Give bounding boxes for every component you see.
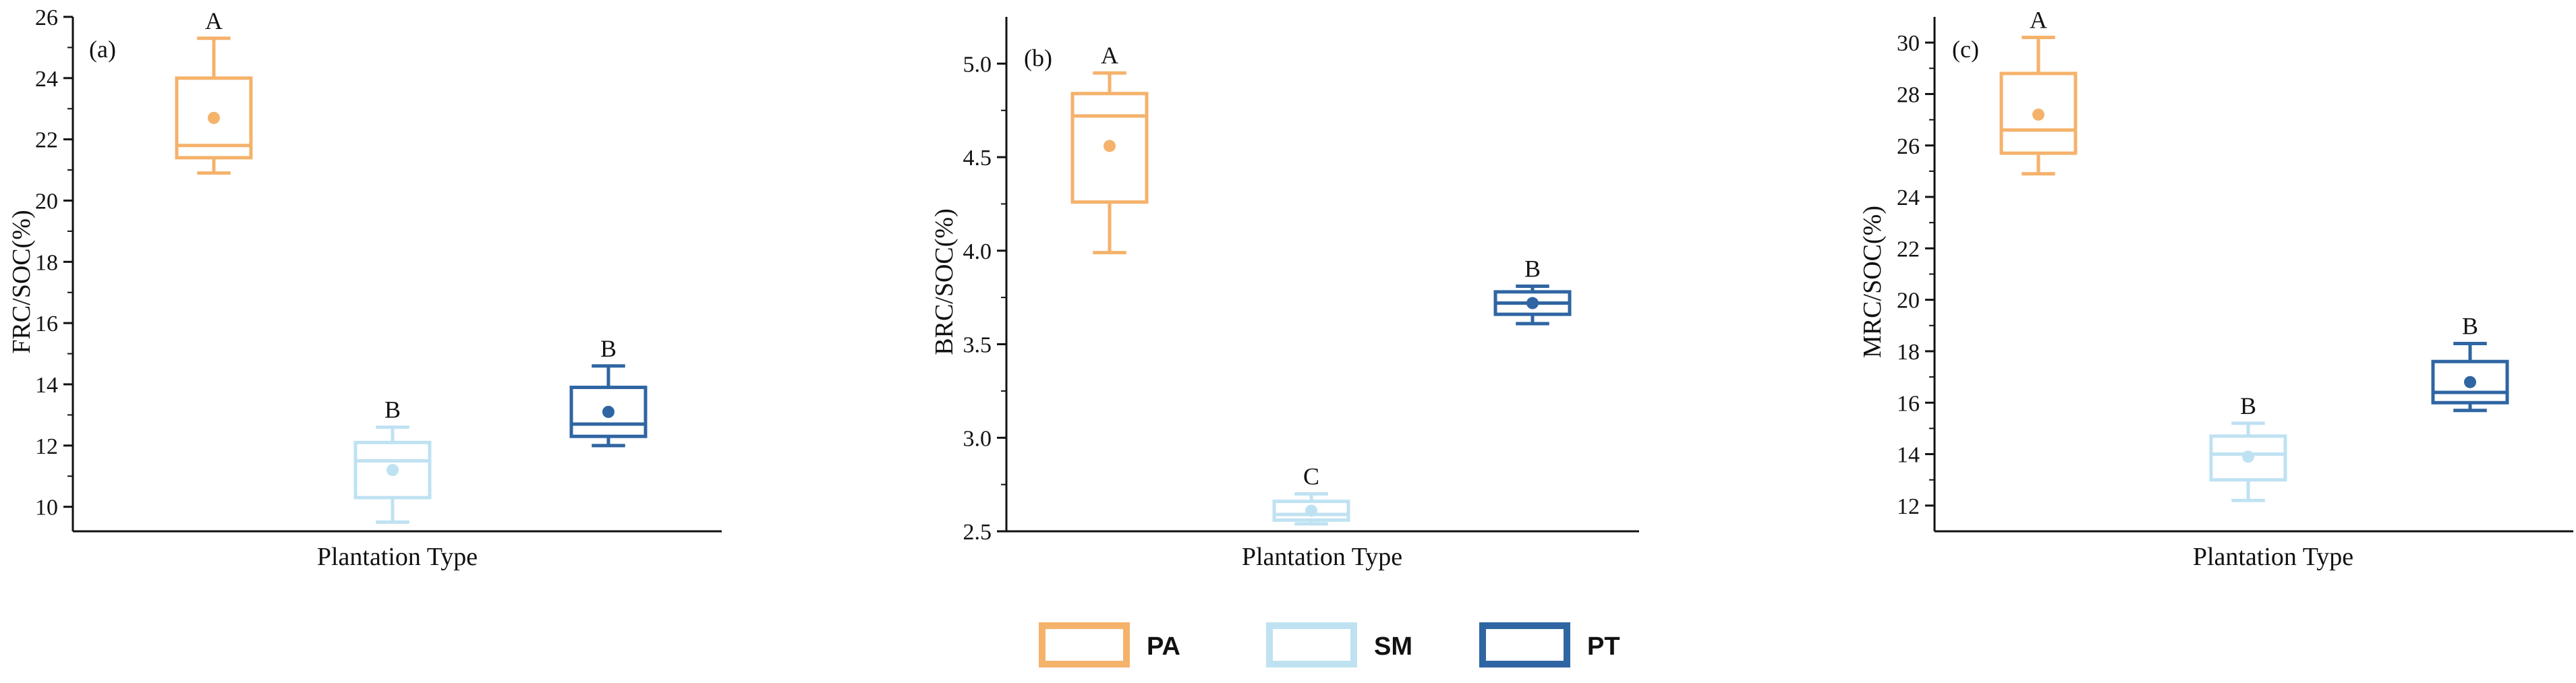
panel-a-sm-mean-point xyxy=(387,464,399,477)
panel-a-y-tick-label: 14 xyxy=(35,373,58,398)
panel-b-label: (b) xyxy=(1024,44,1052,71)
panel-b-pa-significance-letter: A xyxy=(1101,42,1118,69)
panel-b-pt-mean-point xyxy=(1526,297,1539,309)
panel-b-y-tick-label: 4.5 xyxy=(963,146,992,171)
panel-a-pa-significance-letter: A xyxy=(205,7,223,34)
panel-c-y-tick-label: 20 xyxy=(1897,289,1920,314)
legend-label-pt: PT xyxy=(1587,632,1620,661)
panel-c-y-tick-label: 24 xyxy=(1897,185,1920,210)
panel-c-label: (c) xyxy=(1952,36,1979,63)
panel-b-pt-significance-letter: B xyxy=(1524,256,1541,283)
panel-c-y-tick-label: 18 xyxy=(1897,340,1920,365)
panel-a-y-tick-label: 18 xyxy=(35,250,58,275)
panel-a-xlabel: Plantation Type xyxy=(317,543,478,571)
panel-a-y-tick-label: 20 xyxy=(35,189,58,214)
panel-c-y-tick-label: 22 xyxy=(1897,237,1920,262)
panel-c-y-tick-label: 28 xyxy=(1897,82,1920,107)
panel-c-ylabel: MRC/SOC(%) xyxy=(1858,206,1887,358)
panel-c-plot: 12 14 16 18 20 22 24 26 28 30 A B B xyxy=(1897,7,2573,533)
panel-c-y-tick-label: 12 xyxy=(1897,494,1920,519)
panel-a-ylabel: FRC/SOC(%) xyxy=(7,210,36,353)
panel-c-sm-significance-letter: B xyxy=(2240,392,2256,419)
panel-b-plot: 2.5 3.0 3.5 4.0 4.5 5.0 A C B xyxy=(963,17,1639,545)
panel-c-y-tick-label: 26 xyxy=(1897,134,1920,159)
legend-label-sm: SM xyxy=(1374,632,1412,661)
panel-a-y-tick-label: 16 xyxy=(35,311,58,336)
panel-b-y-tick-label: 3.0 xyxy=(963,426,992,451)
panel-a-label: (a) xyxy=(89,36,116,63)
panel-b-ylabel: BRC/SOC(%) xyxy=(930,208,958,355)
panel-a-y-tick-label: 22 xyxy=(35,128,58,153)
legend: PA SM PT xyxy=(1039,622,1620,667)
panel-c-y-tick-label: 30 xyxy=(1897,31,1920,56)
legend-swatch-pt xyxy=(1479,622,1570,667)
panel-b-pa-mean-point xyxy=(1104,140,1116,152)
panel-c-y-tick-label: 16 xyxy=(1897,391,1920,416)
panel-a-y-tick-label: 12 xyxy=(35,434,58,459)
panel-a-pt-significance-letter: B xyxy=(600,335,617,362)
legend-swatch-sm xyxy=(1266,622,1357,667)
panel-c-pa-significance-letter: A xyxy=(2030,7,2047,34)
panel-a-y-tick-label: 10 xyxy=(35,496,58,521)
panel-a-sm-significance-letter: B xyxy=(384,396,401,423)
panel-a-pt-mean-point xyxy=(602,405,614,418)
panel-b-y-tick-label: 4.0 xyxy=(963,239,992,264)
panel-c-pa-mean-point xyxy=(2032,108,2044,121)
panel-b-y-tick-label: 3.5 xyxy=(963,333,992,358)
panel-a-y-tick-label: 26 xyxy=(35,5,58,30)
panel-b-xlabel: Plantation Type xyxy=(1242,543,1402,571)
panel-a-y-tick-label: 24 xyxy=(35,67,58,92)
panel-b-sm-significance-letter: C xyxy=(1303,463,1319,490)
panel-a-plot: 10 12 14 16 18 20 22 24 26 A B B xyxy=(35,5,722,533)
panel-c-pt-significance-letter: B xyxy=(2462,313,2478,340)
panel-c-y-tick-label: 14 xyxy=(1897,443,1920,468)
legend-label-pa: PA xyxy=(1147,632,1180,661)
panel-b-sm-mean-point xyxy=(1305,504,1317,517)
panel-b-y-tick-label: 5.0 xyxy=(963,52,992,77)
panel-c-sm-mean-point xyxy=(2242,450,2254,463)
panel-b-y-tick-label: 2.5 xyxy=(963,520,992,545)
panel-c-pt-mean-point xyxy=(2464,376,2476,388)
legend-swatch-pa xyxy=(1039,622,1130,667)
panel-c-xlabel: Plantation Type xyxy=(2193,543,2353,571)
panel-c: (c) MRC/SOC(%) Plantation Type 12 14 16 18 2… xyxy=(1858,7,2573,571)
panel-a: (a) FRC/SOC(%) Plantation Type 101214161… xyxy=(7,5,722,571)
panel-a-pa-mean-point xyxy=(208,111,220,124)
panel-b: (b) BRC/SOC(%) Plantation Type 2.5 3.0 3.5… xyxy=(930,17,1639,571)
